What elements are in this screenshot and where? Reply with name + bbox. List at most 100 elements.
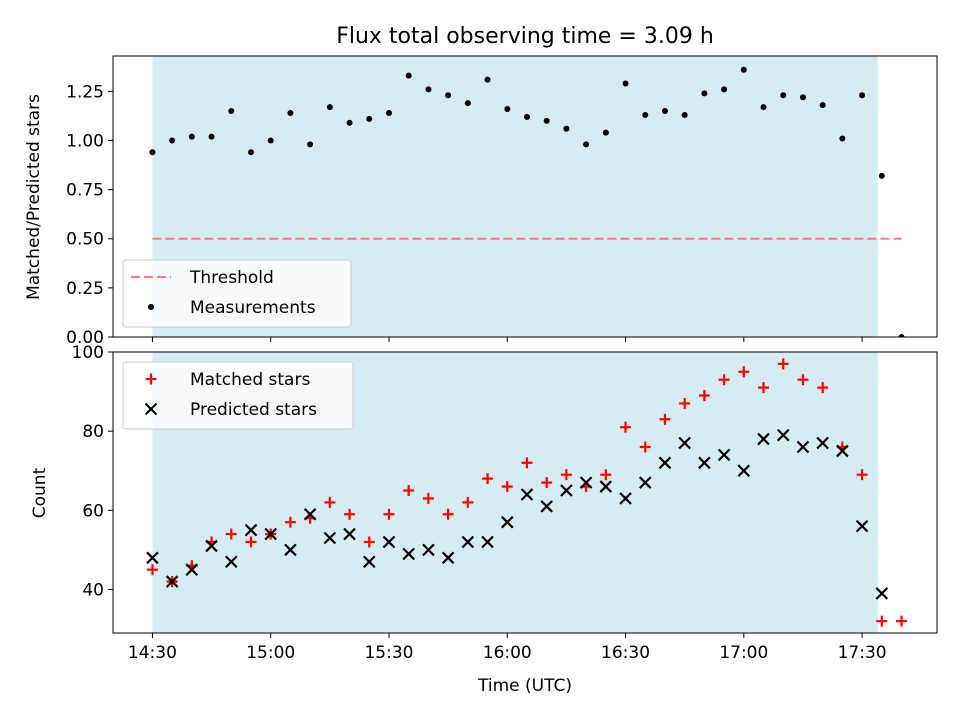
point-cross-33-b — [796, 440, 810, 454]
point-dot-37 — [878, 172, 885, 179]
point-dot-20 — [543, 117, 550, 124]
y-tick-label: 1.25 — [66, 82, 104, 102]
point-dot-3 — [208, 133, 215, 140]
point-cross-12-b — [382, 535, 396, 549]
legend-label: Threshold — [189, 268, 274, 288]
point-cross-11 — [362, 555, 376, 569]
point-cross-18 — [500, 515, 514, 529]
point-cross-11-b — [362, 555, 376, 569]
point-plus-26 — [659, 413, 671, 425]
point-cross-13-b — [402, 547, 415, 561]
point-plus-31 — [758, 382, 770, 394]
point-cross-22 — [579, 476, 593, 489]
point-plus-14 — [422, 492, 434, 504]
point-cross-19 — [520, 488, 534, 501]
point-plus-23 — [600, 469, 612, 481]
point-plus-32 — [777, 358, 789, 370]
point-cross-14-b — [422, 543, 435, 557]
point-dot-19 — [523, 113, 530, 120]
legend: Threshold Measurements — [122, 259, 352, 328]
point-dot-38 — [898, 334, 905, 337]
point-plus-29 — [718, 374, 730, 386]
point-dot-2 — [188, 133, 195, 140]
y-tick-label: 0.50 — [66, 230, 104, 250]
point-cross-9 — [323, 531, 337, 545]
point-cross-14 — [422, 543, 435, 557]
point-dot-22 — [583, 141, 590, 148]
point-cross-13 — [402, 547, 415, 561]
point-cross-10-b — [343, 527, 356, 541]
point-cross-37-b — [875, 587, 889, 600]
legend-label: Measurements — [190, 298, 316, 318]
point-cross-35-b — [836, 444, 849, 458]
point-cross-8-b — [303, 507, 317, 521]
point-dot-9 — [326, 104, 333, 111]
point-cross-31-b — [757, 432, 770, 446]
point-dot-13 — [405, 72, 412, 79]
x-tick-label: 17:00 — [719, 643, 768, 663]
legend-label: Predicted stars — [190, 400, 317, 420]
point-cross-34-b — [816, 436, 829, 450]
point-cross-1 — [165, 575, 179, 588]
point-cross-26-b — [658, 456, 672, 470]
point-cross-1-b — [165, 575, 179, 588]
point-cross-25 — [638, 476, 652, 489]
point-plus-7 — [284, 516, 296, 528]
chart-title: Flux total observing time = 3.09 h — [336, 24, 714, 49]
point-cross-36-b — [855, 519, 869, 533]
point-cross-6-b — [264, 527, 277, 541]
point-cross-24 — [619, 492, 632, 505]
y-tick-label: 1.00 — [66, 131, 104, 151]
y-tick-label: 0.25 — [66, 279, 104, 299]
point-dot-21 — [563, 125, 570, 132]
point-cross-20 — [540, 500, 553, 513]
point-plus-38 — [896, 615, 908, 627]
point-plus-27 — [679, 397, 691, 409]
legend-swatch-cross — [144, 402, 158, 416]
legend-swatch-cross-b — [144, 402, 158, 416]
x-axis-label: Time (UTC) — [477, 676, 572, 696]
point-plus-5 — [245, 536, 257, 548]
point-cross-23 — [599, 480, 613, 493]
point-cross-29 — [717, 448, 731, 462]
data-points — [149, 66, 905, 337]
point-dot-11 — [366, 115, 373, 122]
axes-frame — [112, 351, 938, 634]
point-cross-17-b — [481, 535, 494, 549]
point-dot-36 — [859, 92, 866, 99]
point-plus-17 — [482, 473, 494, 485]
point-cross-30 — [737, 464, 751, 478]
point-dot-5 — [247, 149, 254, 156]
point-cross-9-b — [323, 531, 337, 545]
point-cross-17 — [481, 535, 494, 549]
point-cross-16-b — [461, 535, 475, 549]
point-dot-30 — [740, 66, 747, 73]
point-dot-10 — [346, 119, 353, 126]
legend-box — [122, 361, 354, 430]
point-cross-10 — [343, 527, 356, 541]
point-dot-17 — [484, 76, 491, 83]
point-dot-16 — [464, 100, 471, 107]
point-dot-0 — [149, 149, 156, 156]
point-cross-7-b — [284, 543, 297, 557]
point-cross-3 — [205, 539, 218, 553]
point-plus-37 — [876, 615, 888, 627]
point-cross-24-b — [619, 492, 632, 505]
point-dot-29 — [721, 86, 728, 93]
x-tick-label: 15:00 — [246, 643, 295, 663]
point-cross-12 — [382, 535, 396, 549]
point-dot-23 — [602, 129, 609, 136]
point-plus-13 — [403, 485, 415, 497]
point-cross-28 — [698, 456, 711, 470]
point-cross-26 — [658, 456, 672, 470]
point-plus-30 — [738, 366, 750, 378]
point-cross-21 — [560, 484, 573, 497]
legend: Matched stars Predicted stars — [122, 361, 354, 430]
point-cross-16 — [461, 535, 475, 549]
point-cross-2 — [185, 563, 199, 576]
point-cross-22-b — [579, 476, 593, 489]
point-dot-33 — [799, 94, 806, 101]
point-cross-23-b — [599, 480, 613, 493]
point-plus-33 — [797, 374, 809, 386]
